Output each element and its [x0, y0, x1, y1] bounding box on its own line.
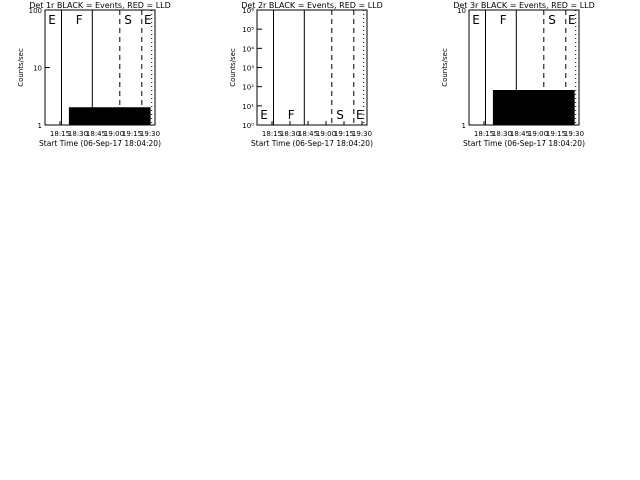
y-tick-label: 100	[29, 7, 42, 15]
y-axis-label: Counts/sec	[17, 48, 25, 87]
series-events	[68, 107, 151, 126]
marker-f: F	[76, 13, 83, 27]
y-axis-label: Counts/sec	[229, 48, 237, 87]
y-tick-label: 10³	[242, 65, 254, 73]
x-tick-label: 18:45	[298, 130, 318, 138]
y-tick-label: 10⁵	[242, 26, 254, 34]
x-tick-label: 19:15	[334, 130, 354, 138]
y-tick-label: 1	[462, 122, 466, 130]
marker-e: E	[48, 13, 56, 27]
y-tick-label: 10²	[242, 84, 254, 92]
x-tick-label: 18:45	[86, 130, 106, 138]
panel-det-2: Det 2r BLACK = Events, RED = LLD18:1518:…	[229, 1, 383, 148]
x-tick-label: 18:30	[492, 130, 512, 138]
x-tick-label: 19:00	[316, 130, 336, 138]
x-tick-label: 18:30	[280, 130, 300, 138]
x-tick-label: 19:00	[104, 130, 124, 138]
x-tick-label: 19:30	[140, 130, 160, 138]
panel-title: Det 3r BLACK = Events, RED = LLD	[453, 1, 595, 10]
x-axis-label: Start Time (06-Sep-17 18:04:20)	[463, 139, 585, 148]
marker-s: S	[548, 13, 556, 27]
x-tick-label: 18:15	[262, 130, 282, 138]
series-events	[492, 90, 575, 126]
y-tick-label: 10⁴	[242, 45, 254, 53]
marker-e: E	[144, 13, 152, 27]
y-tick-label: 10	[457, 7, 466, 15]
marker-s: S	[124, 13, 132, 27]
x-axis-label: Start Time (06-Sep-17 18:04:20)	[39, 139, 161, 148]
marker-e: E	[356, 108, 364, 122]
x-tick-label: 19:00	[528, 130, 548, 138]
x-tick-label: 18:15	[50, 130, 70, 138]
x-axis-label: Start Time (06-Sep-17 18:04:20)	[251, 139, 373, 148]
marker-f: F	[288, 108, 295, 122]
y-tick-label: 10⁶	[242, 7, 254, 15]
marker-f: F	[500, 13, 507, 27]
marker-e: E	[568, 13, 576, 27]
y-tick-label: 10¹	[242, 103, 254, 111]
panel-title: Det 2r BLACK = Events, RED = LLD	[241, 1, 383, 10]
y-axis-label: Counts/sec	[441, 48, 449, 87]
panel-title: Det 1r BLACK = Events, RED = LLD	[29, 1, 171, 10]
x-tick-label: 19:15	[546, 130, 566, 138]
x-tick-label: 19:15	[122, 130, 142, 138]
y-tick-label: 10	[33, 65, 42, 73]
x-tick-label: 18:30	[68, 130, 88, 138]
x-tick-label: 18:45	[510, 130, 530, 138]
x-tick-label: 19:30	[564, 130, 584, 138]
panel-det-1: Det 1r BLACK = Events, RED = LLD18:1518:…	[17, 1, 171, 148]
marker-s: S	[336, 108, 344, 122]
x-tick-label: 19:30	[352, 130, 372, 138]
y-tick-label: 10⁰	[242, 122, 254, 130]
x-tick-label: 18:15	[474, 130, 494, 138]
marker-e: E	[260, 108, 268, 122]
y-tick-label: 1	[38, 122, 42, 130]
panel-det-3: Det 3r BLACK = Events, RED = LLD18:1518:…	[441, 1, 595, 148]
marker-e: E	[472, 13, 480, 27]
